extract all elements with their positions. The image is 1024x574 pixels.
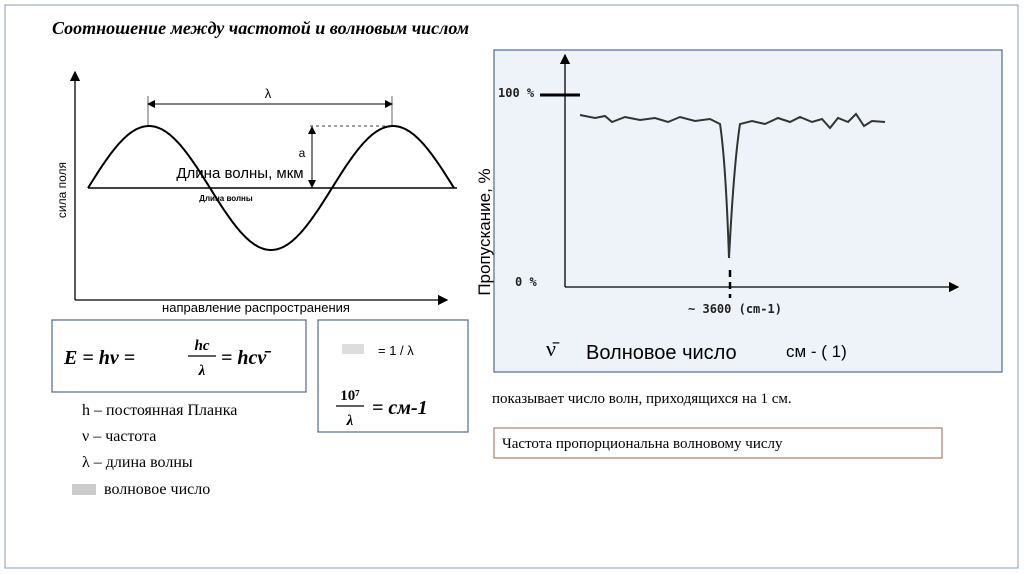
small-caption: Длина волны bbox=[199, 194, 253, 203]
spectrum-panel bbox=[493, 49, 1003, 373]
icon bbox=[72, 484, 96, 495]
wavenumber-box bbox=[317, 319, 469, 433]
definition: волновое число bbox=[104, 481, 210, 498]
wave-diagram: λ a Длина волны, мкм Длина волны сила по… bbox=[55, 70, 457, 315]
wavenumber-name: Волновое число bbox=[586, 342, 737, 364]
bottom-label: 0 % bbox=[515, 275, 537, 289]
definition: λ – длина волны bbox=[82, 454, 193, 471]
formula-box bbox=[51, 319, 307, 393]
definition: h – постоянная Планка bbox=[82, 402, 237, 419]
caption: Длина волны, мкм bbox=[176, 165, 303, 182]
wave bbox=[87, 125, 455, 251]
formula-rhs: = hcν̄ bbox=[221, 347, 271, 369]
formula-numerator: hc bbox=[195, 338, 210, 354]
peak-label: ~ 3600 (cm-1) bbox=[688, 302, 782, 316]
wavenumber-denominator: λ bbox=[346, 413, 354, 429]
y-axis-label: сила поля bbox=[55, 162, 69, 218]
wavenumber-unit: см - ( 1) bbox=[786, 342, 847, 361]
wavenumber-numerator: 10⁷ bbox=[340, 388, 360, 404]
conclusion-box bbox=[493, 427, 943, 459]
x-axis-label: направление распространения bbox=[162, 300, 350, 315]
conclusion: Частота пропорциональна волновому числу bbox=[502, 436, 783, 452]
spectrum-curve bbox=[579, 112, 886, 259]
wavenumber-def: = 1 / λ bbox=[378, 343, 414, 358]
top-label: 100 % bbox=[498, 86, 535, 100]
formula-lhs: E = hν = bbox=[63, 347, 135, 369]
definition: ν – частота bbox=[82, 428, 156, 445]
amplitude-label: a bbox=[299, 146, 306, 160]
wavelength-label: λ bbox=[265, 86, 272, 101]
icon bbox=[342, 344, 364, 354]
explanation: показывает число волн, приходящихся на 1… bbox=[492, 391, 792, 407]
spectrum-y-label: Пропускание, % bbox=[475, 168, 494, 295]
title: Соотношение между частотой и волновым чи… bbox=[52, 18, 469, 38]
wavenumber-rhs: = см-1 bbox=[372, 397, 428, 419]
formula-denominator: λ bbox=[198, 363, 206, 379]
